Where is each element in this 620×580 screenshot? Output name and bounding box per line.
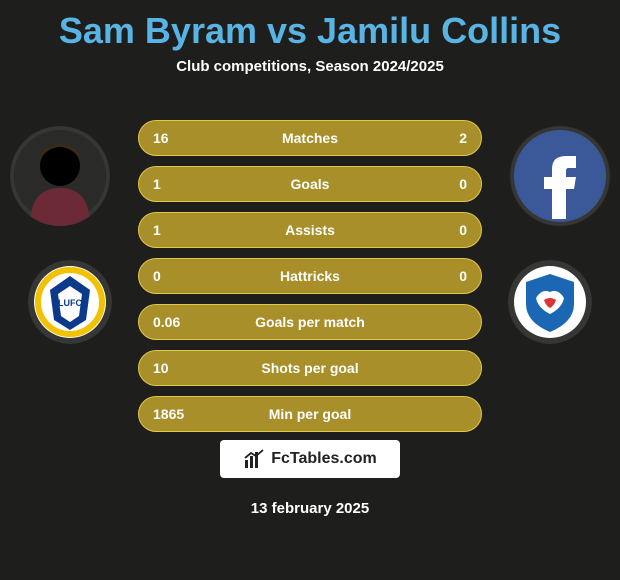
stat-label: Assists [139, 222, 481, 238]
comparison-card: Sam Byram vs Jamilu Collins Club competi… [0, 0, 620, 580]
chart-icon [243, 448, 265, 470]
stat-left-value: 16 [153, 130, 169, 146]
stat-row-assists: 1 Assists 0 [138, 212, 482, 248]
cardiff-city-badge-icon [508, 260, 592, 344]
stats-panel: 16 Matches 2 1 Goals 0 1 Assists 0 0 Hat… [138, 120, 482, 442]
stat-row-goals-per-match: 0.06 Goals per match [138, 304, 482, 340]
stat-right-value: 0 [459, 268, 467, 284]
stat-right-value: 0 [459, 222, 467, 238]
club-badge-left: LUFC [28, 260, 112, 344]
stat-left-value: 0 [153, 268, 161, 284]
stat-row-shots-per-goal: 10 Shots per goal [138, 350, 482, 386]
page-subtitle: Club competitions, Season 2024/2025 [0, 58, 620, 75]
stat-row-goals: 1 Goals 0 [138, 166, 482, 202]
stat-left-value: 10 [153, 360, 169, 376]
fctables-link[interactable]: FcTables.com [220, 440, 400, 478]
leeds-united-badge-icon: LUFC [28, 260, 112, 344]
stat-left-value: 1 [153, 222, 161, 238]
stat-label: Shots per goal [139, 360, 481, 376]
player-avatar-left [10, 126, 110, 226]
stat-row-min-per-goal: 1865 Min per goal [138, 396, 482, 432]
stat-label: Goals per match [139, 314, 481, 330]
page-title: Sam Byram vs Jamilu Collins [0, 0, 620, 52]
stat-right-value: 2 [459, 130, 467, 146]
club-badge-right [508, 260, 592, 344]
facebook-icon [510, 126, 610, 226]
stat-row-hattricks: 0 Hattricks 0 [138, 258, 482, 294]
stat-label: Min per goal [139, 406, 481, 422]
stat-row-matches: 16 Matches 2 [138, 120, 482, 156]
stat-label: Hattricks [139, 268, 481, 284]
stat-left-value: 1865 [153, 406, 184, 422]
stat-label: Matches [139, 130, 481, 146]
stat-right-value: 0 [459, 176, 467, 192]
fctables-label: FcTables.com [271, 450, 377, 468]
svg-text:LUFC: LUFC [58, 298, 82, 308]
date-text: 13 february 2025 [0, 500, 620, 517]
facebook-link[interactable] [510, 126, 610, 226]
stat-left-value: 1 [153, 176, 161, 192]
stat-label: Goals [139, 176, 481, 192]
stat-left-value: 0.06 [153, 314, 180, 330]
player-photo-icon [10, 126, 110, 226]
